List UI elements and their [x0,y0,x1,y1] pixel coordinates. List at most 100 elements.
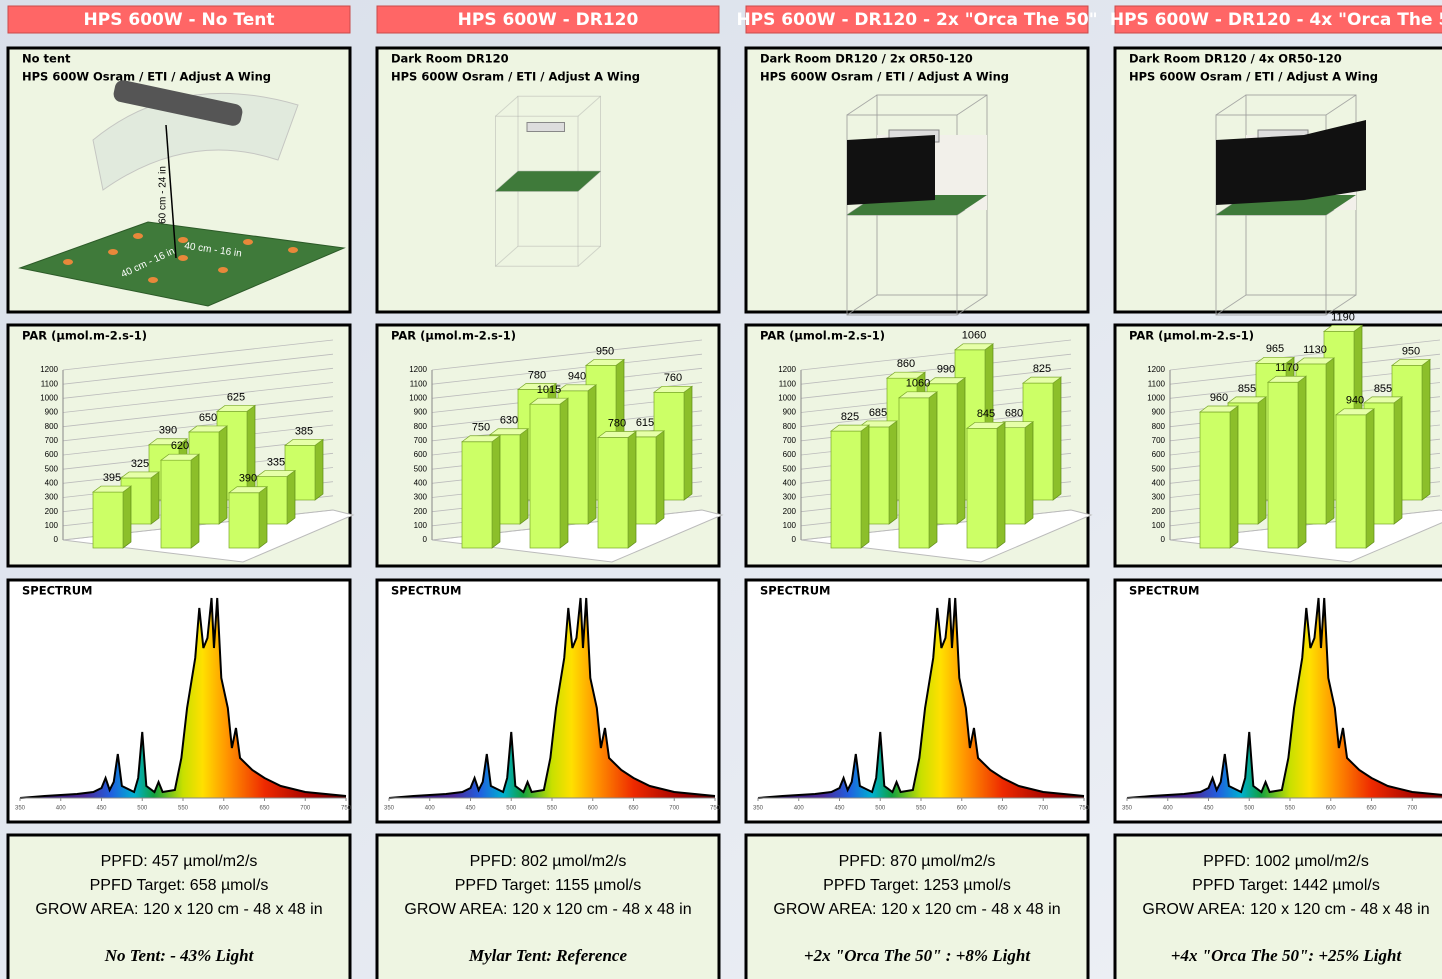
setup-label: Dark Room DR120 [391,52,509,66]
x-tick-label: 450 [96,806,107,812]
y-tick-label: 800 [45,422,59,431]
grow-board [495,171,601,192]
column-header [376,5,720,34]
chart-title: SPECTRUM [1129,584,1200,598]
frame [1325,94,1357,116]
value-label: 825 [1033,363,1051,375]
bar-top [1334,408,1376,416]
panel [1113,578,1442,824]
x-tick-label: 350 [15,806,26,812]
bar-side [190,453,200,549]
bar-top [147,438,189,446]
value-label: 780 [528,369,546,381]
value-label: 325 [131,458,149,470]
orca-panel [847,135,935,205]
bar-top [227,486,269,494]
value-label: 390 [159,425,177,437]
grid-line [62,339,334,371]
summary-line: GROW AREA: 120 x 120 cm - 48 x 48 in [773,901,1060,918]
chart-title: SPECTRUM [760,584,831,598]
value-label: 630 [500,415,518,427]
y-tick-label: 400 [414,478,428,487]
frame [1325,294,1357,316]
value-label: 625 [227,391,245,403]
value-label: 395 [103,472,121,484]
value-label: 1060 [962,330,986,342]
x-tick-label: 550 [547,806,558,812]
value-label: 855 [1238,383,1256,395]
bar-top [925,377,967,385]
x-tick-label: 450 [465,806,476,812]
bar-top [953,343,995,351]
y-tick-label: 1200 [409,365,427,374]
panel [744,833,1090,979]
bar-top [460,435,502,443]
bar-top [187,425,229,433]
bar-top [528,397,570,405]
summary-line: GROW AREA: 120 x 120 cm - 48 x 48 in [404,901,691,918]
bar-top [652,385,694,393]
bar-top [897,391,939,399]
summary-line: PPFD: 457 µmol/m2/s [101,853,258,870]
y-tick-label: 600 [45,450,59,459]
x-tick-label: 400 [425,806,436,812]
spectrum-line [388,597,716,799]
bar-side [956,377,966,525]
x-tick-label: 600 [957,806,968,812]
setup-label: HPS 600W Osram / ETI / Adjust A Wing [391,70,640,84]
y-tick-label: 900 [45,408,59,417]
y-tick-label: 200 [414,507,428,516]
chart-title: PAR (µmol.m-2.s-1) [760,329,885,343]
bar-side [559,397,569,549]
x-tick-label: 550 [1285,806,1296,812]
bar-side [1024,420,1034,525]
verdict: Mylar Tent: Reference [468,946,627,965]
x-tick-label: 550 [178,806,189,812]
x-tick-label: 500 [506,806,517,812]
setup-label: HPS 600W Osram / ETI / Adjust A Wing [1129,70,1378,84]
bar-top [159,453,201,461]
y-tick-label: 200 [45,507,59,516]
bar-side [314,438,324,501]
panel [375,833,721,979]
bar [898,397,930,549]
y-tick-label: 1200 [40,365,58,374]
x-tick-label: 500 [137,806,148,812]
setup-label: Dark Room DR120 / 2x OR50-120 [760,52,973,66]
y-tick-label: 1000 [778,393,796,402]
y-tick-label: 800 [783,422,797,431]
value-label: 750 [472,422,490,434]
x-tick-label: 400 [1163,806,1174,812]
chart-title: PAR (µmol.m-2.s-1) [1129,329,1254,343]
x-tick-label: 750 [341,806,352,812]
value-label: 685 [869,407,887,419]
y-tick-label: 300 [45,493,59,502]
bar-top [584,359,626,366]
summary-line: PPFD Target: 1155 µmol/s [455,877,641,894]
value-label: 650 [199,412,217,424]
measure-point [178,237,188,243]
column-title: HPS 600W - DR120 [458,10,639,30]
frame [495,95,519,117]
lamp [526,122,565,132]
bar-top [556,384,598,392]
spectrum-fill [389,598,715,798]
chart-title: SPECTRUM [22,584,93,598]
y-tick-label: 300 [1152,493,1166,502]
value-label: 860 [897,358,915,370]
bar-side [218,425,228,525]
panel [1113,833,1442,979]
grid-line [431,367,703,399]
value-label: 960 [1210,392,1228,404]
y-tick-label: 1000 [409,393,427,402]
bar-top [488,428,530,436]
x-tick-label: 650 [1366,806,1377,812]
y-tick-label: 1100 [41,379,59,388]
grid-line [800,339,1072,371]
frame [1215,94,1247,116]
bar [1267,381,1299,549]
verdict: No Tent: - 43% Light [104,946,255,965]
bar-top [829,424,871,432]
grid-line [431,339,703,371]
grid-line [62,367,334,399]
